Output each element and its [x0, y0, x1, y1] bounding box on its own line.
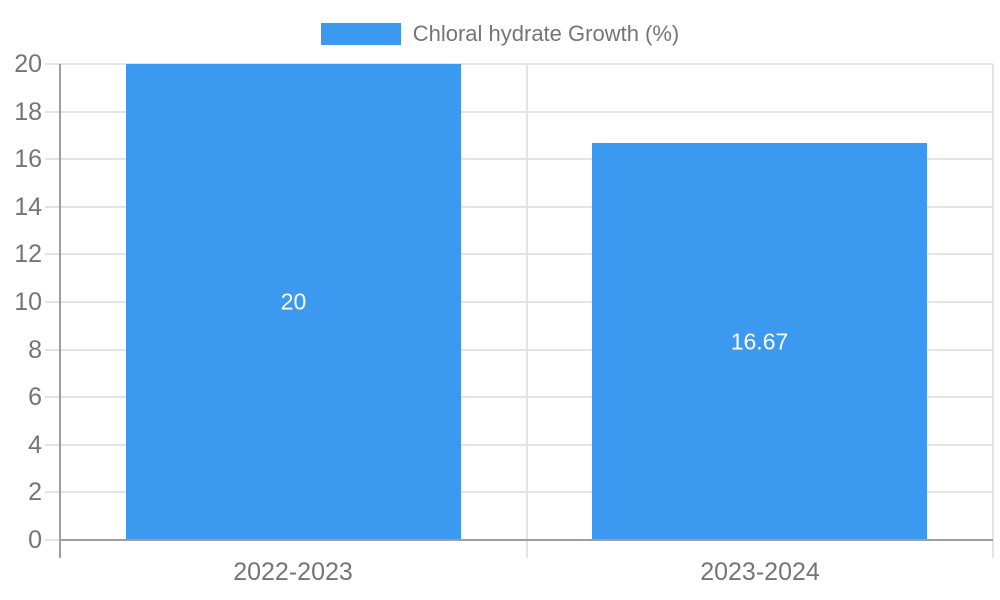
y-tick	[45, 111, 60, 113]
y-axis-label: 2	[28, 478, 42, 506]
legend-label: Chloral hydrate Growth (%)	[412, 21, 680, 46]
x-axis-label: 2022-2023	[233, 558, 353, 586]
y-tick	[45, 539, 60, 541]
y-tick	[45, 444, 60, 446]
y-axis-label: 18	[14, 98, 42, 126]
bar-value-label: 16.67	[730, 328, 789, 354]
y-axis-label: 8	[28, 336, 42, 364]
y-tick	[45, 158, 60, 160]
bar[interactable]: 16.67	[592, 143, 927, 540]
y-axis-label: 10	[14, 288, 42, 316]
y-tick	[45, 301, 60, 303]
legend-color-swatch	[320, 23, 401, 45]
category-gridline	[526, 64, 528, 558]
y-tick	[45, 253, 60, 255]
bar[interactable]: 20	[126, 64, 461, 540]
y-axis-label: 14	[14, 193, 42, 221]
category-gridline	[992, 64, 994, 558]
y-axis-label: 12	[14, 240, 42, 268]
y-tick	[45, 349, 60, 351]
y-tick	[45, 396, 60, 398]
y-axis-label: 16	[14, 145, 42, 173]
y-axis-label: 20	[14, 50, 42, 78]
y-axis-label: 4	[28, 431, 42, 459]
y-axis-label: 0	[28, 526, 42, 554]
y-axis-line	[59, 64, 61, 558]
x-axis-line	[59, 539, 993, 541]
y-tick	[45, 63, 60, 65]
legend[interactable]: Chloral hydrate Growth (%)	[0, 21, 1000, 47]
y-tick	[45, 491, 60, 493]
y-tick	[45, 206, 60, 208]
bar-value-label: 20	[280, 288, 307, 315]
y-axis-label: 6	[28, 383, 42, 411]
x-axis-label: 2023-2024	[700, 558, 820, 586]
